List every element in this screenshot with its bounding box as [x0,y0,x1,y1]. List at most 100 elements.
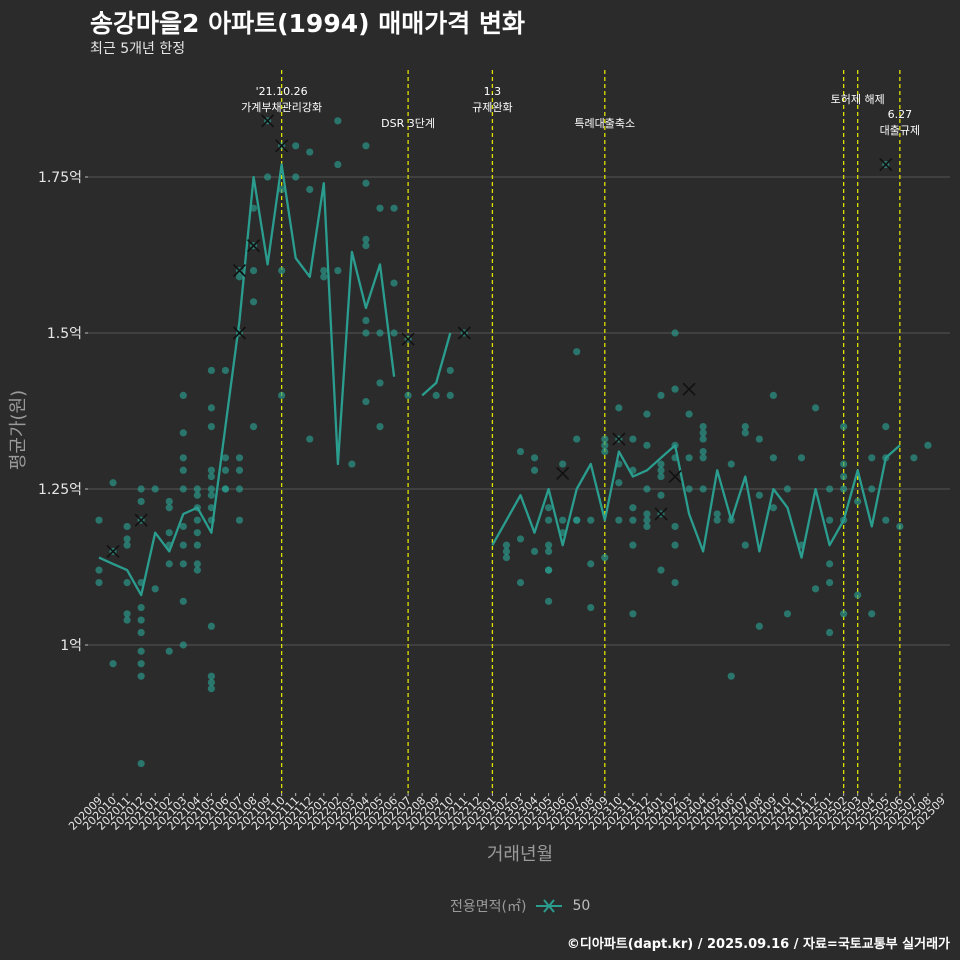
scatter-point [179,391,187,399]
scatter-point [545,547,553,556]
scatter-point [601,435,609,443]
scatter-point [671,329,679,337]
scatter-point [657,566,665,574]
y-axis-label: 평균가(원) [8,390,29,470]
scatter-point [362,235,370,243]
scatter-point [362,398,370,406]
scatter-point [193,566,201,574]
scatter-point [769,504,778,512]
scatter-point [207,404,215,412]
scatter-point [193,541,201,549]
highlight-marker [106,544,120,558]
scatter-point [629,610,637,618]
scatter-point [165,497,173,506]
series-line [421,332,452,397]
scatter-point [179,560,187,568]
scatter-point [615,479,623,487]
scatter-point [390,279,398,287]
scatter-point [924,441,932,449]
event-label: 특례대출축소 [574,117,635,130]
scatter-point [137,497,145,506]
scatter-point [123,610,131,618]
scatter-point [334,117,342,125]
scatter-point [292,142,300,150]
scatter-point [699,429,707,437]
scatter-point [376,204,384,212]
scatter-point [741,429,749,437]
scatter-point [685,454,693,462]
y-tick-label: 1억 [60,638,82,654]
scatter-point [840,610,848,618]
scatter-point [671,541,679,549]
scatter-point [601,447,609,456]
scatter-point [699,423,707,431]
scatter-point [573,348,581,356]
scatter-point [615,404,623,412]
scatter-point [207,366,215,375]
highlight-marker [654,507,668,521]
scatter-point [123,579,131,587]
scatter-point [910,454,918,462]
scatter-point [404,391,412,399]
scatter-point [868,485,876,493]
scatter-point [179,541,187,549]
scatter-point [278,391,286,399]
scatter-point [109,479,117,487]
scatter-point [123,522,131,531]
highlight-marker [232,326,247,340]
scatter-point [769,454,778,462]
scatter-point [207,678,215,687]
scatter-point [741,423,749,431]
scatter-point [573,435,581,443]
legend: 전용면적(㎡) 50 [450,896,590,916]
series-lines [98,163,901,597]
scatter-point [882,516,890,524]
scatter-point [854,591,862,599]
scatter-point [179,641,187,649]
scatter-point [545,566,553,574]
scatter-point [193,560,201,568]
scatter-point [516,447,525,456]
scatter-point [657,460,665,468]
scatter-point [207,491,215,499]
scatter-point [755,491,763,499]
scatter-point [601,554,609,562]
scatter-point [207,504,215,512]
scatter-point [221,485,230,493]
highlight-marker [612,432,626,446]
scatter-point [292,173,300,181]
scatter-point [165,504,173,512]
scatter-point [207,685,215,693]
scatter-point [137,759,145,768]
scatter-point [685,410,693,418]
scatter-point [249,423,258,431]
scatter-point [530,547,539,556]
highlight-marker [275,139,289,153]
scatter-point [755,622,763,630]
scatter-point [545,541,553,549]
scatter-point [671,522,679,531]
scatter-point [151,585,159,593]
scatter-point [643,510,651,518]
scatter-point [699,435,707,443]
scatter-point [559,516,567,524]
scatter-point [235,273,244,281]
scatter-point [179,597,187,605]
scatter-point [545,516,553,524]
x-axis-label: 거래년월 [487,844,553,865]
scatter-point [629,541,637,549]
scatter-point [137,628,145,637]
scatter-point [629,516,637,524]
event-label: 규제완화 [472,101,512,114]
y-tick-label: 1.75억 [38,170,82,186]
highlight-marker [232,264,247,278]
scatter-point [362,179,370,187]
scatter-point [657,466,665,474]
scatter-point [615,516,623,524]
scatter-point [221,366,230,375]
event-label: 1.3 [484,85,502,98]
scatter-point [840,485,848,493]
y-tick-labels: 1억 1.25억 1.5억 1.75억 [38,170,88,654]
scatter-point [151,485,159,493]
scatter-point [306,185,314,194]
